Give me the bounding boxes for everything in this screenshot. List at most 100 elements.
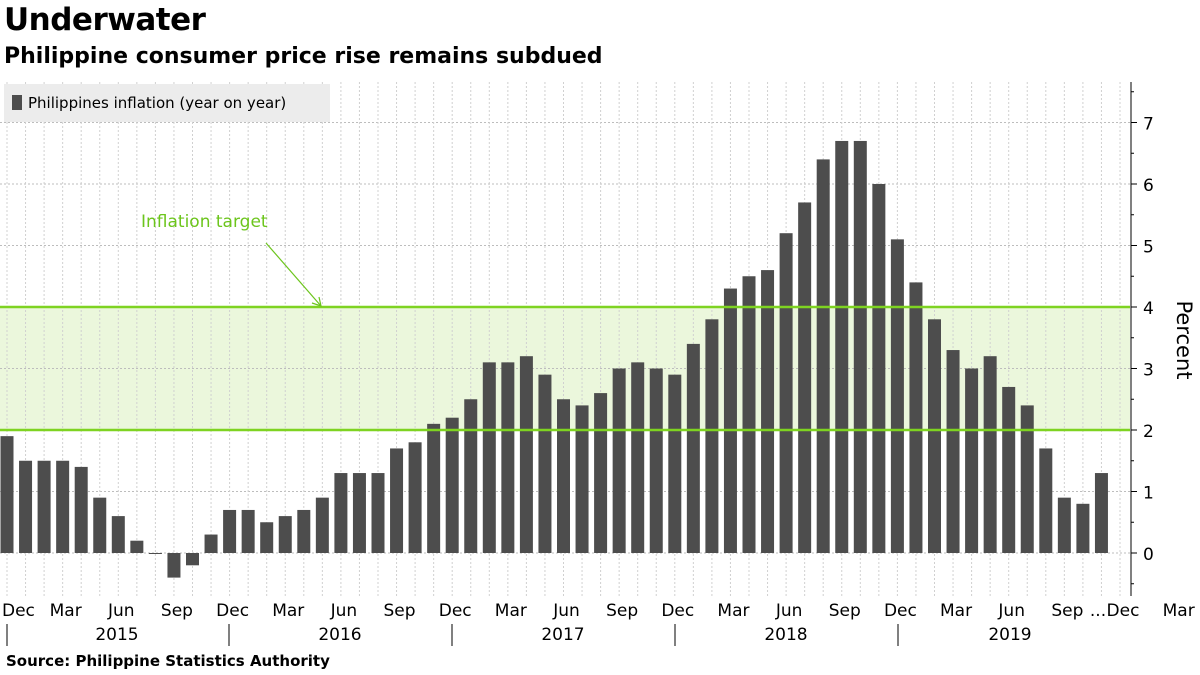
bar-2016-05: [315, 497, 329, 553]
x-month-label: ...: [1090, 601, 1106, 621]
bar-2016-10: [408, 442, 422, 553]
chart-title: Underwater: [4, 2, 206, 38]
bar-2018-02: [705, 319, 719, 553]
bar-2017-05: [538, 374, 552, 553]
y-tick-label: 3: [1143, 361, 1154, 381]
x-month-label: Dec: [216, 601, 249, 621]
bar-2015-03: [56, 460, 70, 553]
bar-2016-01: [241, 509, 255, 553]
x-year-label: 2018: [764, 625, 807, 645]
bar-2015-07: [130, 540, 144, 553]
y-tick-label: 4: [1143, 299, 1154, 319]
axis-layer: 0 1 2 3 4 5 6 7 Dec Mar Jun Sep Dec Mar Jun Sep Dec Mar Ju…: [2, 82, 1195, 646]
bar-2017-03: [501, 362, 515, 553]
bar-2019-06: [1002, 386, 1016, 553]
bar-2018-03: [723, 288, 737, 553]
bar-layer: [0, 140, 1108, 578]
y-tick-label: 0: [1143, 545, 1154, 565]
legend-label: Philippines inflation (year on year): [28, 94, 286, 112]
x-month-label: Sep: [384, 601, 416, 621]
bar-2018-10: [853, 140, 867, 553]
x-month-label: Mar: [50, 601, 82, 621]
x-month-label: Dec: [661, 601, 694, 621]
bar-2016-12: [445, 417, 459, 553]
bar-2017-01: [464, 399, 478, 553]
inflation-target-annotation: Inflation target: [141, 212, 322, 307]
bar-2018-04: [742, 276, 756, 553]
bar-2015-11: [204, 534, 218, 553]
bar-2017-08: [594, 393, 608, 553]
bar-2016-09: [390, 448, 404, 553]
bar-2019-11: [1094, 473, 1108, 553]
bar-2017-06: [557, 399, 570, 553]
bar-2019-07: [1020, 405, 1034, 553]
annotation-text: Inflation target: [141, 212, 268, 232]
bar-2018-12: [890, 239, 904, 553]
x-month-label: Dec: [2, 601, 35, 621]
x-year-label: 2016: [318, 625, 361, 645]
bar-2016-11: [427, 423, 441, 553]
bar-2017-02: [482, 362, 496, 553]
x-month-label: Dec: [1107, 601, 1140, 621]
x-month-label: Sep: [1051, 601, 1083, 621]
y-axis-label: Percent: [1172, 300, 1196, 379]
x-month-label: Mar: [495, 601, 527, 621]
bar-2014-12: [0, 436, 14, 553]
x-month-label: Dec: [884, 601, 917, 621]
target-line-layer: [0, 305, 1130, 432]
y-tick-label: 7: [1143, 115, 1154, 135]
bar-2018-06: [779, 233, 793, 553]
bar-2015-02: [37, 460, 51, 553]
bar-2019-02: [928, 319, 941, 553]
bar-2016-03: [278, 516, 292, 553]
x-month-label: Jun: [552, 601, 580, 621]
x-month-label: Dec: [439, 601, 472, 621]
x-month-label: Mar: [1163, 601, 1195, 621]
bar-2018-09: [835, 140, 849, 553]
x-month-label: Jun: [107, 601, 135, 621]
bar-2015-01: [19, 460, 33, 553]
bar-2019-10: [1076, 503, 1090, 553]
source-note: Source: Philippine Statistics Authority: [6, 652, 330, 670]
x-month-label: Jun: [775, 601, 803, 621]
bar-2016-08: [371, 473, 385, 553]
bar-2017-09: [612, 368, 626, 553]
x-year-label: 2019: [988, 625, 1031, 645]
chart-subtitle: Philippine consumer price rise remains s…: [4, 44, 603, 69]
bar-2018-07: [798, 202, 812, 553]
bar-2018-05: [761, 270, 775, 553]
x-year-label: 2015: [95, 625, 138, 645]
bar-2017-04: [519, 356, 533, 553]
x-month-label: Sep: [161, 601, 193, 621]
y-tick-label: 1: [1143, 484, 1154, 504]
bar-2015-09: [167, 553, 181, 578]
bar-2019-08: [1039, 448, 1053, 553]
bar-2016-06: [334, 473, 348, 553]
y-tick-label: 2: [1143, 422, 1154, 442]
bar-2015-06: [111, 516, 125, 553]
bar-2019-01: [909, 282, 923, 553]
bar-2018-08: [816, 159, 830, 553]
bar-2015-10: [186, 553, 199, 566]
y-tick-label: 6: [1143, 176, 1154, 196]
bar-2018-01: [686, 343, 700, 553]
y-tick-label: 5: [1143, 238, 1154, 258]
bar-2019-03: [946, 350, 960, 553]
bar-2017-11: [649, 368, 663, 553]
bar-2015-05: [93, 497, 107, 553]
bar-2019-05: [983, 356, 997, 553]
bar-2019-04: [965, 368, 979, 553]
bar-2016-04: [297, 509, 311, 553]
bar-2017-10: [631, 362, 645, 553]
x-month-label: Jun: [997, 601, 1025, 621]
bar-2015-04: [74, 466, 88, 553]
bar-2019-09: [1057, 497, 1071, 553]
bar-2018-11: [872, 184, 886, 553]
annotation-arrowhead: [311, 296, 322, 307]
bar-2016-02: [260, 522, 274, 553]
x-month-label: Sep: [829, 601, 861, 621]
bar-2016-07: [352, 473, 366, 553]
x-month-label: Mar: [940, 601, 972, 621]
legend-swatch: [12, 95, 22, 110]
